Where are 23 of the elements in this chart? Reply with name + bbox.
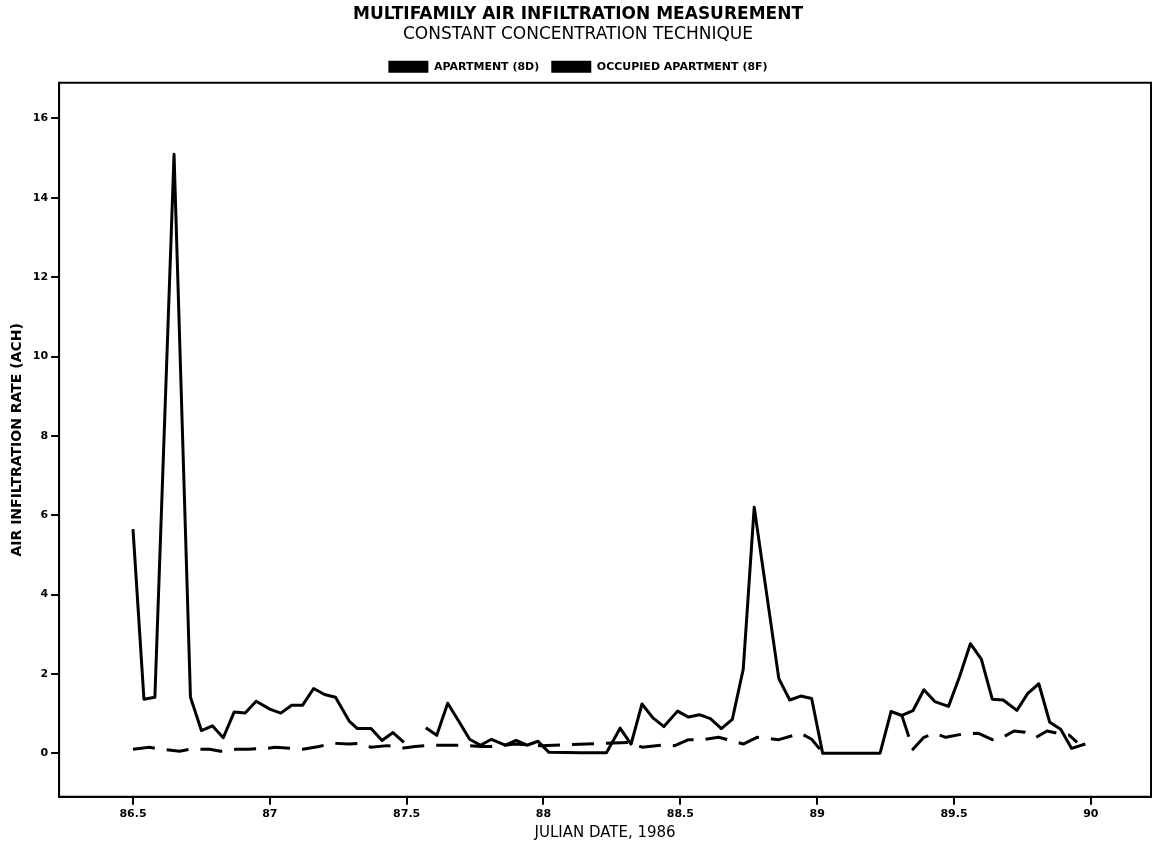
y-tick-label: 2 xyxy=(40,666,49,680)
x-tick-label: 87.5 xyxy=(393,807,421,821)
y-tick-label: 6 xyxy=(40,508,49,522)
y-tick-label: 14 xyxy=(32,190,49,204)
y-tick-label: 10 xyxy=(32,349,49,363)
x-tick-label: 87 xyxy=(262,807,278,821)
y-tick-label: 8 xyxy=(40,428,49,442)
x-tick-label: 89.5 xyxy=(940,807,968,821)
legend-label: APARTMENT (8D) xyxy=(433,59,540,73)
x-axis-title: JULIAN DATE, 1986 xyxy=(533,822,676,841)
legend-label: OCCUPIED APARTMENT (8F) xyxy=(596,59,768,73)
chart-subtitle: CONSTANT CONCENTRATION TECHNIQUE xyxy=(402,23,754,44)
y-axis-title: AIR INFILTRATION RATE (ACH) xyxy=(8,323,25,557)
y-tick-label: 12 xyxy=(32,270,49,284)
y-tick-label: 16 xyxy=(32,111,49,125)
x-tick-label: 88.5 xyxy=(666,807,694,821)
x-tick-label: 88 xyxy=(535,807,552,821)
y-tick-label: 0 xyxy=(40,746,49,760)
chart-title: MULTIFAMILY AIR INFILTRATION MEASUREMENT xyxy=(353,2,804,23)
x-tick-label: 90 xyxy=(1083,807,1099,821)
x-tick-label: 89 xyxy=(809,807,825,821)
y-tick-label: 4 xyxy=(40,587,49,601)
x-tick-label: 86.5 xyxy=(119,807,147,821)
